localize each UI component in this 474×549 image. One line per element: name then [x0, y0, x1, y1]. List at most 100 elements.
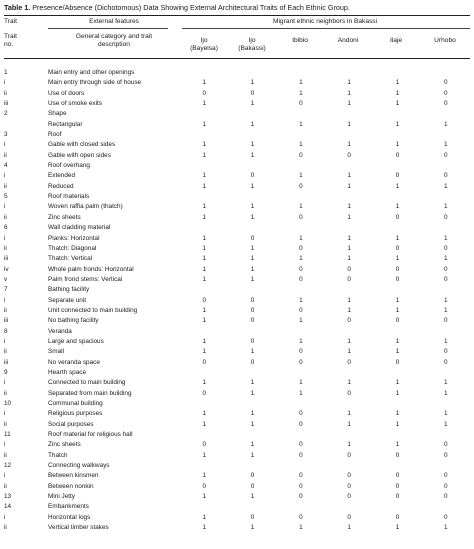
trait-number-cell: 3: [4, 131, 8, 139]
presence-value-cell: [180, 461, 228, 471]
presence-value-cell: [180, 327, 228, 337]
presence-value-cell: [422, 399, 470, 409]
header-group-1-line1: Ijo: [200, 37, 208, 44]
table-row: i Planks: Horizontal 1 0 1 1 1 1: [4, 234, 470, 244]
presence-value-cell: 0: [395, 265, 400, 273]
presence-value-cell: 0: [444, 451, 448, 459]
presence-value-cell: 1: [299, 203, 303, 211]
presence-value-cell: 1: [250, 275, 255, 283]
presence-value-cell: 1: [347, 255, 351, 263]
trait-number-cell: ii: [4, 482, 7, 490]
trait-description-cell: Separate unit: [48, 296, 87, 304]
presence-value-cell: 1: [395, 182, 400, 190]
table-row: iv Whole palm fronds: Horizontal 1 1 0 0 0 0: [4, 265, 470, 275]
presence-value-cell: 1: [250, 420, 255, 428]
presence-value-cell: 1: [299, 89, 303, 97]
presence-value-cell: [373, 130, 421, 140]
presence-value-cell: [422, 192, 470, 202]
trait-description-cell: Extended: [48, 172, 76, 180]
presence-value-cell: [422, 285, 470, 295]
presence-value-cell: [373, 399, 421, 409]
presence-value-cell: 1: [395, 255, 400, 263]
presence-value-cell: 0: [444, 79, 448, 87]
presence-value-cell: 1: [444, 306, 448, 314]
trait-number-cell: ii: [4, 182, 7, 190]
presence-value-cell: 0: [299, 213, 303, 221]
presence-value-cell: [277, 430, 325, 440]
trait-description-cell: Hearth space: [48, 368, 87, 376]
presence-value-cell: [228, 502, 276, 512]
table-row: i Main entry through side of house 1 1 1 1 1 0: [4, 78, 470, 88]
presence-value-cell: 0: [444, 358, 448, 366]
presence-value-cell: 1: [395, 234, 400, 242]
trait-description-cell: Woven raffia palm (thatch): [48, 203, 123, 211]
presence-value-cell: [228, 109, 276, 119]
presence-value-cell: 0: [347, 389, 351, 397]
presence-value-cell: [373, 161, 421, 171]
header-group-4: Andoni: [337, 37, 359, 44]
presence-value-cell: 0: [444, 513, 448, 521]
table-caption-label: Table 1.: [4, 3, 31, 12]
presence-value-cell: [325, 502, 373, 512]
table-row: i Connected to main building 1 1 1 1 1 1: [4, 378, 470, 388]
trait-number-cell: [4, 120, 48, 130]
trait-description-cell: Connected to main building: [48, 379, 126, 387]
trait-number-cell: i: [4, 296, 6, 304]
table-row: 13 Mini Jetty 1 1 0 0 0 0: [4, 492, 470, 502]
table-row: 7 Bathing facility: [4, 285, 470, 295]
presence-value-cell: 1: [299, 317, 303, 325]
migrant-underline: [182, 28, 470, 29]
presence-value-cell: 0: [250, 337, 255, 345]
presence-value-cell: [180, 399, 228, 409]
table-row: ii Thatch: Diagonal 1 1 0 1 0 0: [4, 244, 470, 254]
trait-description-cell: Palm frond stems: Vertical: [48, 275, 123, 283]
table-row: i Woven raffia palm (thatch) 1 1 1 1 1 1: [4, 202, 470, 212]
presence-value-cell: 1: [202, 493, 206, 501]
trait-number-cell: 8: [4, 327, 8, 335]
table-caption: Table 1. Presence/Absence (Dichotomous) …: [4, 3, 470, 12]
presence-value-cell: 1: [347, 296, 351, 304]
presence-value-cell: 1: [444, 379, 448, 387]
presence-value-cell: [422, 130, 470, 140]
presence-value-cell: 1: [395, 524, 400, 532]
presence-value-cell: 0: [299, 513, 303, 521]
presence-value-cell: 1: [347, 441, 351, 449]
table-row: v Palm frond stems: Vertical 1 1 0 0 0 0: [4, 275, 470, 285]
trait-description-cell: Veranda: [48, 327, 72, 335]
table-row: 5 Roof materials: [4, 192, 470, 202]
presence-value-cell: 1: [299, 79, 303, 87]
presence-value-cell: 0: [395, 472, 400, 480]
presence-value-cell: 1: [444, 420, 448, 428]
trait-number-cell: ii: [4, 151, 7, 159]
trait-description-cell: Use of smoke exits: [48, 100, 102, 108]
presence-value-cell: 0: [347, 493, 351, 501]
presence-value-cell: 1: [299, 337, 303, 345]
presence-value-cell: 1: [395, 420, 400, 428]
presence-value-cell: 0: [444, 213, 448, 221]
presence-value-cell: [422, 502, 470, 512]
table-caption-text: Presence/Absence (Dichotomous) Data Show…: [32, 3, 350, 12]
presence-value-cell: 0: [299, 358, 303, 366]
presence-value-cell: 0: [444, 89, 448, 97]
presence-value-cell: [277, 68, 325, 78]
trait-number-cell: i: [4, 203, 6, 211]
trait-description-cell: Small: [48, 348, 64, 356]
table-row: 6 Wall cladding material: [4, 223, 470, 233]
presence-value-cell: 1: [444, 524, 448, 532]
presence-value-cell: 1: [202, 524, 206, 532]
presence-value-cell: 1: [250, 182, 255, 190]
trait-description-cell: Large and spacious: [48, 337, 104, 345]
table-row: i Extended 1 0 1 1 0 0: [4, 171, 470, 181]
presence-value-cell: [325, 192, 373, 202]
table-row: ii Vertical timber stakes 1 1 1 1 1 1: [4, 523, 470, 533]
trait-description-cell: Communal building: [48, 400, 103, 407]
presence-value-cell: 1: [395, 120, 400, 128]
presence-value-cell: 1: [202, 472, 206, 480]
trait-description-cell: Connecting walkways: [48, 462, 110, 470]
presence-value-cell: 1: [395, 100, 400, 108]
trait-description-cell: Between kinsmen: [48, 472, 99, 480]
trait-description-cell: Zinc sheets: [48, 441, 81, 449]
header-external-features: External features: [89, 18, 139, 25]
presence-value-cell: 0: [347, 472, 351, 480]
header-group-2-line2: (Bakassi): [238, 45, 266, 52]
